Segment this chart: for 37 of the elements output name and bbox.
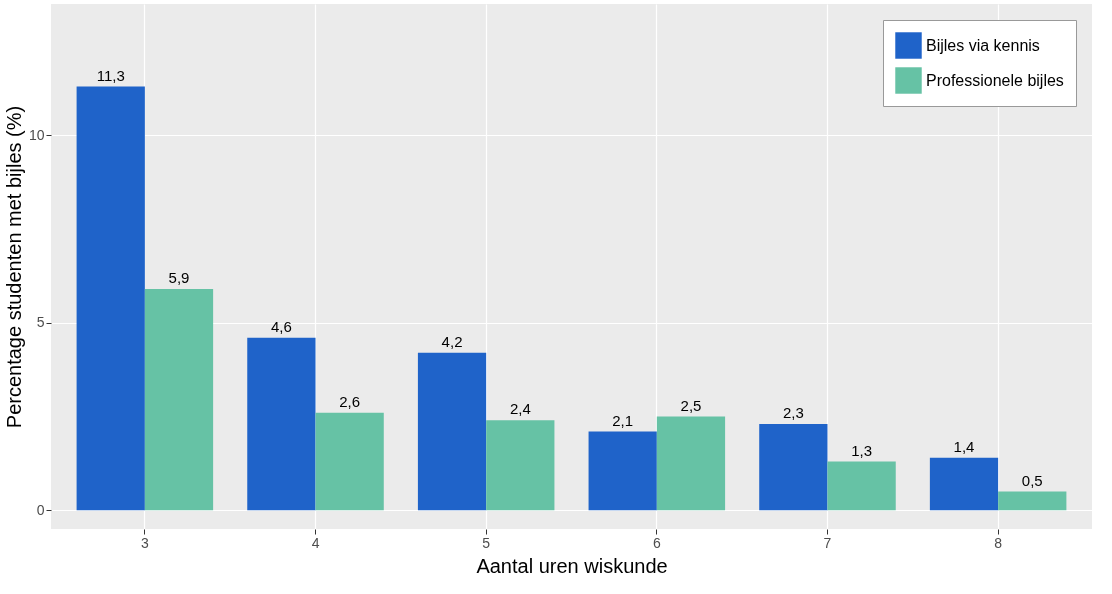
x-axis-title: Aantal uren wiskunde <box>476 554 668 577</box>
data-label: 11,3 <box>96 66 125 84</box>
data-label: 2,4 <box>509 400 531 418</box>
x-tick-label: 5 <box>482 534 491 551</box>
data-label: 2,6 <box>339 392 361 410</box>
y-axis-title: Percentage studenten met bijles (%) <box>2 105 25 429</box>
data-label: 4,2 <box>441 332 463 350</box>
bar <box>759 424 828 511</box>
data-label: 5,9 <box>168 269 190 286</box>
y-tick-label: 10 <box>28 126 45 143</box>
x-tick-label: 7 <box>823 534 832 551</box>
x-tick-label: 3 <box>140 534 149 551</box>
legend-label: Professionele bijles <box>926 71 1064 89</box>
bar <box>144 289 214 511</box>
x-tick-label: 8 <box>994 534 1003 551</box>
x-tick-label: 6 <box>652 534 661 551</box>
bar <box>588 431 657 511</box>
bar <box>247 337 316 511</box>
bar <box>827 461 896 511</box>
x-tick-label: 4 <box>311 534 320 551</box>
data-label: 0,5 <box>1021 471 1043 489</box>
bar <box>486 420 555 511</box>
data-label: 1,4 <box>953 437 975 455</box>
bar <box>76 86 145 511</box>
data-label: 2,1 <box>612 411 634 429</box>
data-label: 2,5 <box>680 396 702 414</box>
data-label: 4,6 <box>270 317 292 335</box>
bar <box>929 457 999 511</box>
bar <box>656 416 726 511</box>
data-label: 1,3 <box>851 441 873 459</box>
bar <box>998 491 1067 511</box>
bar <box>417 352 487 511</box>
y-tick-label: 5 <box>36 314 45 331</box>
bar <box>315 412 384 511</box>
data-label: 2,3 <box>782 404 804 421</box>
legend-label: Bijles via kennis <box>926 36 1040 54</box>
y-tick-label: 0 <box>36 501 45 518</box>
